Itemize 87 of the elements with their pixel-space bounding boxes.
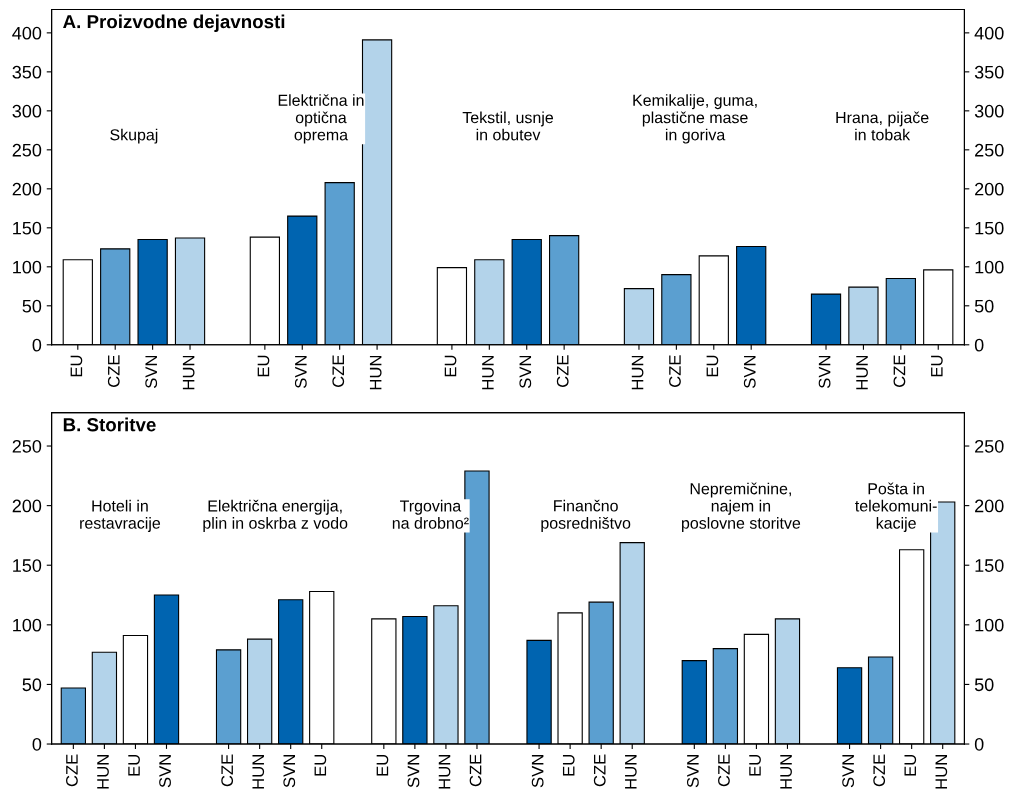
x-tick-label: SVN [818, 355, 831, 389]
x-tick-label: HUN [935, 755, 948, 789]
x-tick-label: SVN [519, 355, 532, 389]
x-tick-label: HUN [482, 355, 494, 390]
x-tick-label: HUN [625, 755, 637, 789]
x-tick-label: SVN [686, 755, 699, 788]
y-tick-label: 400 [12, 26, 42, 40]
annotation: Tekstil, usnje in obutev [462, 111, 554, 141]
x-tick-label: CZE [893, 355, 906, 387]
y2-tick-label: 250 [975, 439, 1004, 453]
x-tick-label: EU [257, 355, 270, 377]
annotation: Trgovina na drobno² [392, 499, 469, 529]
y-tick-label: 50 [22, 299, 42, 313]
y2-tick-label: 0 [974, 737, 984, 751]
y2-tick-label: 200 [975, 499, 1004, 513]
x-tick-label: CZE [107, 355, 120, 387]
x-tick-label: HUN [252, 755, 265, 789]
y-tick-label: 250 [12, 143, 42, 157]
y2-tick-label: 50 [974, 678, 994, 692]
x-tick-label: HUN [780, 755, 792, 789]
x-tick-label: CZE [669, 355, 681, 387]
x-tick-label: SVN [743, 355, 756, 389]
y2-tick-label: 250 [975, 143, 1004, 157]
chart-title: A. Proizvodne dejavnosti [63, 14, 285, 32]
x-tick-label: SVN [294, 355, 307, 389]
y2-tick-label: 50 [974, 299, 994, 313]
annotation: Finančno posredništvo [541, 499, 631, 532]
y-tick-label: 150 [13, 559, 42, 572]
x-tick-label: SVN [531, 755, 544, 788]
x-tick-label: CZE [469, 754, 482, 787]
annotation: Električna in optična oprema [278, 94, 364, 144]
y2-tick-label: 150 [975, 221, 1004, 235]
x-tick-label: SVN [407, 755, 420, 788]
x-tick-label: EU [314, 755, 327, 776]
x-tick-label: SVN [283, 755, 296, 788]
x-tick-label: EU [562, 755, 575, 776]
x-tick-label: EU [749, 755, 761, 776]
y-tick-label: 100 [13, 618, 42, 632]
y-tick-label: 300 [12, 104, 42, 118]
y-tick-label: 100 [13, 260, 42, 274]
x-tick-label: HUN [182, 355, 195, 390]
y2-tick-label: 350 [974, 65, 1004, 79]
x-tick-label: EU [931, 355, 943, 377]
annotation: Kemikalije, guma, plastične mase in goriva [633, 94, 757, 144]
annotation: Pošta in telekomuni- kacije [855, 482, 937, 532]
y-tick-label: 50 [22, 678, 42, 692]
y2-tick-label: 100 [975, 618, 1004, 632]
annotation: Hoteli in restavracije [80, 499, 161, 532]
x-tick-label: CZE [556, 355, 569, 387]
x-tick-label: EU [70, 355, 83, 377]
y2-tick-label: 100 [975, 260, 1004, 274]
x-tick-label: CZE [221, 754, 234, 787]
y-tick-label: 0 [32, 338, 42, 352]
annotation: Nepremičnine, najem in poslovne storitve [681, 482, 801, 532]
x-tick-label: HUN [97, 755, 109, 789]
y-tick-label: 0 [32, 737, 42, 751]
x-tick-label: EU [444, 355, 457, 377]
x-tick-label: EU [128, 755, 140, 776]
x-tick-label: HUN [856, 355, 868, 390]
y2-tick-label: 0 [974, 338, 984, 352]
y-tick-label: 150 [13, 221, 42, 235]
x-tick-label: CZE [66, 754, 78, 787]
y-tick-label: 350 [12, 65, 42, 79]
y2-tick-label: 200 [975, 182, 1004, 196]
x-tick-label: EU [376, 755, 389, 776]
x-tick-label: CZE [593, 754, 606, 787]
x-tick-label: SVN [842, 755, 855, 788]
y2-tick-label: 150 [975, 559, 1004, 572]
chart-title: B. Storitve [63, 417, 156, 432]
y-tick-label: 200 [12, 182, 42, 196]
x-tick-label: HUN [369, 355, 382, 390]
annotation: Hrana, pijače in tobak [836, 111, 929, 141]
annotation: Električna energija, plin in oskrba z vodo [203, 499, 348, 532]
y2-tick-label: 400 [974, 26, 1004, 40]
x-tick-label: SVN [159, 755, 171, 788]
x-tick-label: CZE [718, 754, 730, 787]
x-tick-label: EU [706, 355, 719, 377]
x-tick-label: HUN [631, 355, 644, 390]
x-tick-label: EU [904, 755, 917, 776]
y2-tick-label: 300 [974, 104, 1004, 118]
annotation: Skupaj [110, 128, 158, 144]
x-tick-label: HUN [438, 755, 451, 789]
y-tick-label: 250 [12, 439, 42, 453]
y-tick-label: 200 [12, 499, 42, 513]
x-tick-label: CZE [873, 754, 886, 787]
x-tick-label: SVN [145, 355, 158, 389]
x-tick-label: CZE [332, 355, 345, 387]
